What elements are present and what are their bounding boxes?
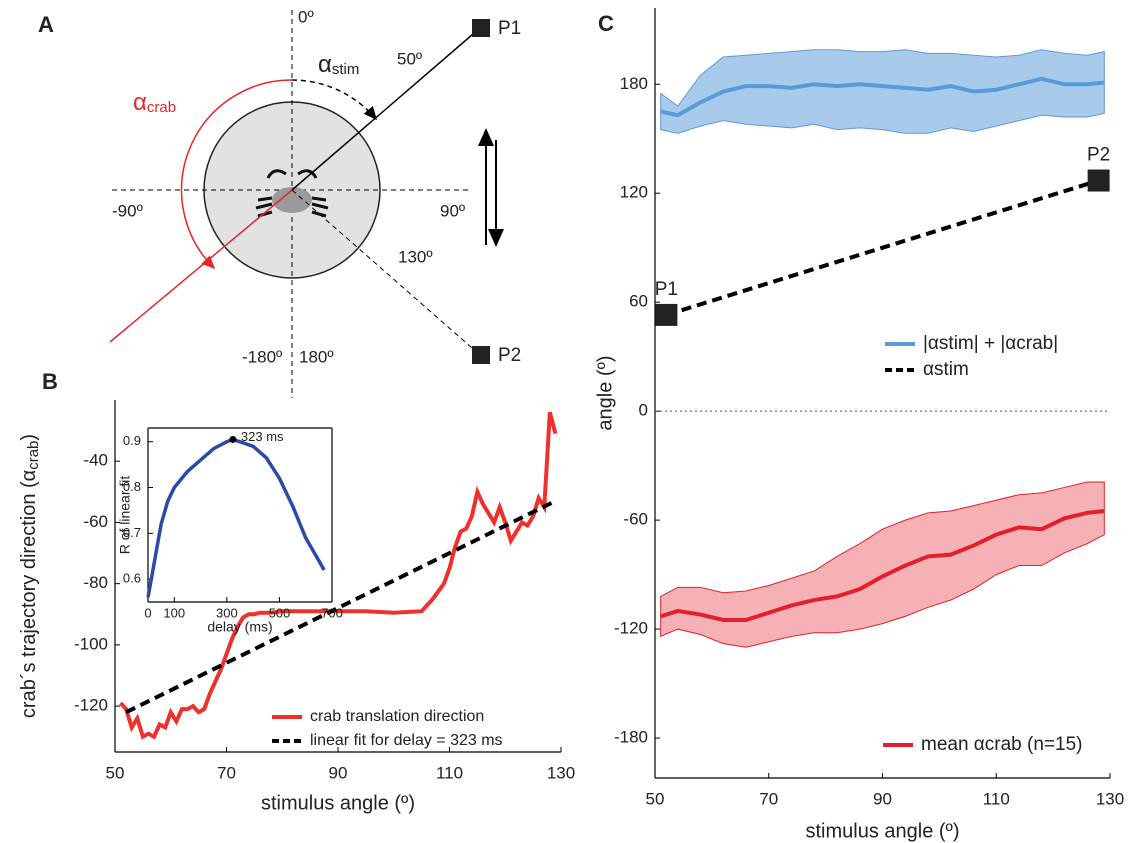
x-tick-label: 50 xyxy=(106,763,125,782)
y-tick-label: 0.6 xyxy=(123,571,141,586)
x-axis-label: stimulus angle (º) xyxy=(805,820,959,842)
y-tick-label: 0 xyxy=(639,401,648,420)
band xyxy=(660,49,1105,134)
x-tick-label: 130 xyxy=(547,763,575,782)
x-tick-label: 0 xyxy=(144,605,151,620)
x-tick-label: 90 xyxy=(873,789,892,808)
line xyxy=(665,178,1100,317)
line xyxy=(119,411,558,740)
point-marker xyxy=(655,303,678,326)
y-axis-label: angle (º) xyxy=(594,355,616,430)
crab-legs xyxy=(255,169,329,218)
angle-label: 130º xyxy=(398,247,433,266)
crab-line xyxy=(109,189,293,343)
angle-label: 180º xyxy=(299,347,334,366)
y-tick-label: -60 xyxy=(623,510,648,529)
y-tick-label: 120 xyxy=(620,183,648,202)
alpha-symbol: α xyxy=(318,51,332,78)
y-tick-label: 0.7 xyxy=(123,525,141,540)
angle-label: 90º xyxy=(440,201,465,220)
y-axis-label-text: crab´s trajectory direction (α xyxy=(18,470,40,718)
y-tick-label: 0.9 xyxy=(123,433,141,448)
x-tick-label: 50 xyxy=(646,789,665,808)
y-axis-label-subscript: crab xyxy=(25,441,42,470)
chart: 0 100 300 500 700 0.6 0.7 0.8 0.9 delay (ms) R of … xyxy=(117,427,343,635)
line xyxy=(660,509,1105,623)
panel-label: A xyxy=(38,12,54,37)
angle-label: 0º xyxy=(298,7,314,26)
diagram: A 0º 50º P1 -90º 90º 130º -180º 180º P2 … xyxy=(38,7,521,398)
y-tick-label: 180 xyxy=(620,74,648,93)
angle-label: 50º xyxy=(397,49,422,68)
x-tick-label: 110 xyxy=(436,763,463,782)
y-axis-label-end: ) xyxy=(18,434,40,441)
p1-line xyxy=(291,27,481,191)
x-tick-label: 70 xyxy=(759,789,778,808)
stim-arc xyxy=(291,79,377,121)
y-tick-label: -120 xyxy=(74,696,108,715)
x-tick-label: 100 xyxy=(163,605,185,620)
x-tick-label: 300 xyxy=(216,605,238,620)
legend-label: |αstim| + |αcrab| xyxy=(923,333,1058,354)
point-label: P2 xyxy=(498,345,521,366)
legend-label: mean αcrab (n=15) xyxy=(921,734,1082,755)
y-tick-label: -180 xyxy=(614,728,648,747)
point-label: P2 xyxy=(1087,145,1110,166)
alpha-symbol: α xyxy=(133,89,147,116)
crab-arc xyxy=(180,79,293,270)
alpha-subscript: crab xyxy=(147,99,176,116)
x-tick-label: 110 xyxy=(983,789,1010,808)
point-marker xyxy=(1087,169,1110,192)
x-tick-label: 500 xyxy=(269,605,291,620)
y-axis-label: R of linear fit xyxy=(117,476,133,555)
y-tick-label: 0.8 xyxy=(123,479,141,494)
x-axis-label: delay (ms) xyxy=(207,619,272,635)
legend-label: linear fit for delay = 323 ms xyxy=(310,732,503,749)
p2-marker xyxy=(472,346,490,364)
legend-label: crab translation direction xyxy=(310,708,484,725)
crab-body xyxy=(272,187,312,213)
y-tick-label: -80 xyxy=(83,573,108,592)
x-tick-label: 70 xyxy=(217,763,236,782)
point-label: P1 xyxy=(498,18,521,39)
x-axis-label: stimulus angle (º) xyxy=(261,792,415,814)
chart: 50 70 90 110 130 -180 -120 -60 0 60 120 180 Cstimulu… xyxy=(594,8,1124,842)
band xyxy=(660,481,1105,648)
point-label: P1 xyxy=(655,279,678,300)
panel-label: C xyxy=(598,11,614,36)
x-tick-label: 700 xyxy=(321,605,343,620)
angle-label: -180º xyxy=(242,347,282,366)
y-tick-label: -120 xyxy=(614,619,648,638)
y-tick-label: -100 xyxy=(74,634,108,653)
alpha-stim: αstim xyxy=(318,51,359,78)
y-axis-label: crab´s trajectory direction (αcrab) xyxy=(18,434,42,718)
p1-marker xyxy=(472,19,490,37)
line xyxy=(660,76,1105,118)
y-tick-label: -40 xyxy=(83,451,108,470)
angle-label: -90º xyxy=(112,201,143,220)
panel-label: B xyxy=(42,369,58,394)
annotation-label: 323 ms xyxy=(241,429,284,444)
line xyxy=(146,437,326,598)
x-tick-label: 90 xyxy=(329,763,348,782)
alpha-crab: αcrab xyxy=(133,89,176,116)
legend-label: αstim xyxy=(923,359,969,380)
annotation-point xyxy=(229,435,237,443)
p2-line xyxy=(291,189,481,356)
x-tick-label: 130 xyxy=(1096,789,1124,808)
y-tick-label: 60 xyxy=(629,292,648,311)
alpha-subscript: stim xyxy=(332,61,360,78)
y-tick-label: -60 xyxy=(83,512,108,531)
